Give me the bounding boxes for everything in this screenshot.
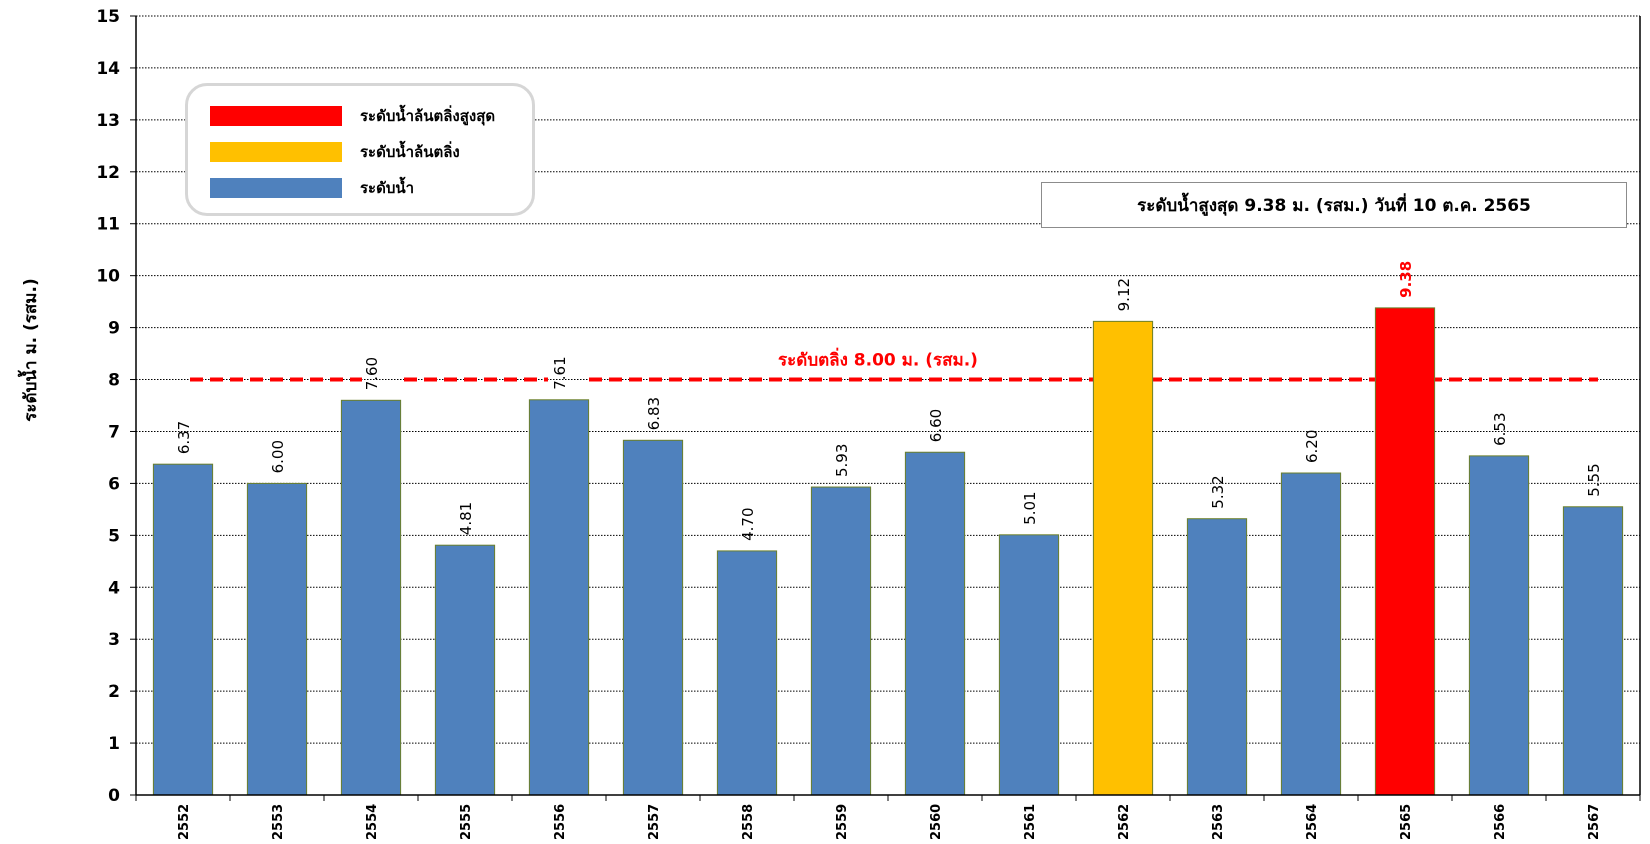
value-label-2559: 5.93: [833, 444, 851, 477]
x-tick-label-2552: 2552: [177, 804, 192, 840]
value-label-2561: 5.01: [1021, 491, 1039, 524]
y-tick-label: 1: [108, 734, 120, 754]
value-label-2564: 6.20: [1303, 430, 1321, 463]
y-axis-title: ระดับน้ำ ม. (รสม.): [17, 278, 41, 421]
legend-label-overflow: ระดับน้ำล้นตลิ่ง: [360, 143, 460, 161]
y-tick-label: 7: [108, 422, 120, 442]
value-label-2556: 7.61: [551, 356, 569, 389]
bar-2560: [904, 451, 966, 796]
x-tick-label-2555: 2555: [459, 804, 474, 840]
x-tick-label-2562: 2562: [1117, 804, 1132, 840]
y-tick-label: 12: [96, 163, 120, 183]
bar-2556: [528, 399, 590, 796]
bar-2557: [622, 439, 684, 796]
x-tick-label-2557: 2557: [647, 804, 662, 840]
value-label-2560: 6.60: [927, 409, 945, 442]
value-label-2552: 6.37: [175, 421, 193, 454]
x-tick-label-2558: 2558: [741, 804, 756, 840]
value-label-2565: 9.38: [1397, 261, 1415, 298]
legend-item-max: ระดับน้ำล้นตลิ่งสูงสุด: [210, 105, 495, 127]
bar-2564: [1280, 472, 1342, 796]
x-tick-label-2560: 2560: [929, 804, 944, 840]
y-tick-label: 11: [96, 215, 120, 235]
bar-2554: [340, 399, 402, 796]
x-tick-label-2567: 2567: [1587, 804, 1602, 840]
x-tick-label-2566: 2566: [1493, 804, 1508, 840]
y-tick-label: 10: [96, 267, 120, 287]
value-label-2562: 9.12: [1115, 278, 1133, 311]
y-tick-label: 9: [108, 319, 120, 339]
x-tick-label-2559: 2559: [835, 804, 850, 840]
bar-2559: [810, 486, 872, 796]
y-tick-label: 5: [108, 526, 120, 546]
bar-2555: [434, 544, 496, 796]
value-label-2554: 7.60: [363, 357, 381, 390]
value-label-2563: 5.32: [1209, 475, 1227, 508]
bar-2565: [1374, 307, 1436, 796]
threshold-label: ระดับตลิ่ง 8.00 ม. (รสม.): [778, 348, 978, 371]
value-label-2553: 6.00: [269, 440, 287, 473]
value-label-2555: 4.81: [457, 502, 475, 535]
bar-2567: [1562, 506, 1624, 796]
legend-swatch-water: [210, 178, 342, 198]
value-label-2558: 4.70: [739, 508, 757, 541]
x-tick-label-2565: 2565: [1399, 804, 1414, 840]
legend-label-max: ระดับน้ำล้นตลิ่งสูงสุด: [360, 107, 496, 125]
y-tick-label: 6: [108, 474, 120, 494]
bar-2563: [1186, 518, 1248, 796]
value-label-2557: 6.83: [645, 397, 663, 430]
legend-item-water: ระดับน้ำ: [210, 177, 414, 199]
y-tick-label: 4: [108, 578, 120, 598]
bar-2562: [1092, 320, 1154, 796]
bar-2552: [152, 463, 214, 796]
y-axis-label: ระดับน้ำ ม. (รสม.): [17, 278, 41, 421]
bars: [152, 307, 1624, 796]
bar-2553: [246, 482, 308, 796]
x-tick-label-2553: 2553: [271, 804, 286, 840]
legend-item-overflow: ระดับน้ำล้นตลิ่ง: [210, 141, 460, 163]
x-tick-label-2554: 2554: [365, 804, 380, 840]
y-tick-label: 14: [96, 59, 120, 79]
max-level-annotation: ระดับน้ำสูงสุด 9.38 ม. (รสม.) วันที่ 10 …: [1041, 182, 1627, 228]
legend: ระดับน้ำล้นตลิ่งสูงสุด ระดับน้ำล้นตลิ่ง …: [185, 83, 535, 216]
y-tick-label: 3: [108, 630, 120, 650]
bar-2566: [1468, 455, 1530, 796]
y-tick-label: 13: [96, 111, 120, 131]
x-tick-label-2561: 2561: [1023, 804, 1038, 840]
x-tick-label-2563: 2563: [1211, 804, 1226, 840]
x-tick-label-2564: 2564: [1305, 804, 1320, 840]
x-tick-label-2556: 2556: [553, 804, 568, 840]
value-label-2567: 5.55: [1585, 463, 1603, 496]
legend-swatch-max: [210, 106, 342, 126]
legend-swatch-overflow: [210, 142, 342, 162]
y-tick-label: 15: [96, 7, 120, 27]
value-label-2566: 6.53: [1491, 412, 1509, 445]
bar-2558: [716, 550, 778, 796]
y-tick-label: 8: [108, 371, 120, 391]
bar-2561: [998, 534, 1060, 796]
legend-label-water: ระดับน้ำ: [360, 179, 415, 197]
value-labels: 6.37 6.00 7.60 4.81 7.61 6.83 4.70 5.93 6.60 5.01…: [175, 261, 1603, 541]
y-tick-label: 0: [108, 786, 120, 806]
y-tick-label: 2: [108, 682, 120, 702]
